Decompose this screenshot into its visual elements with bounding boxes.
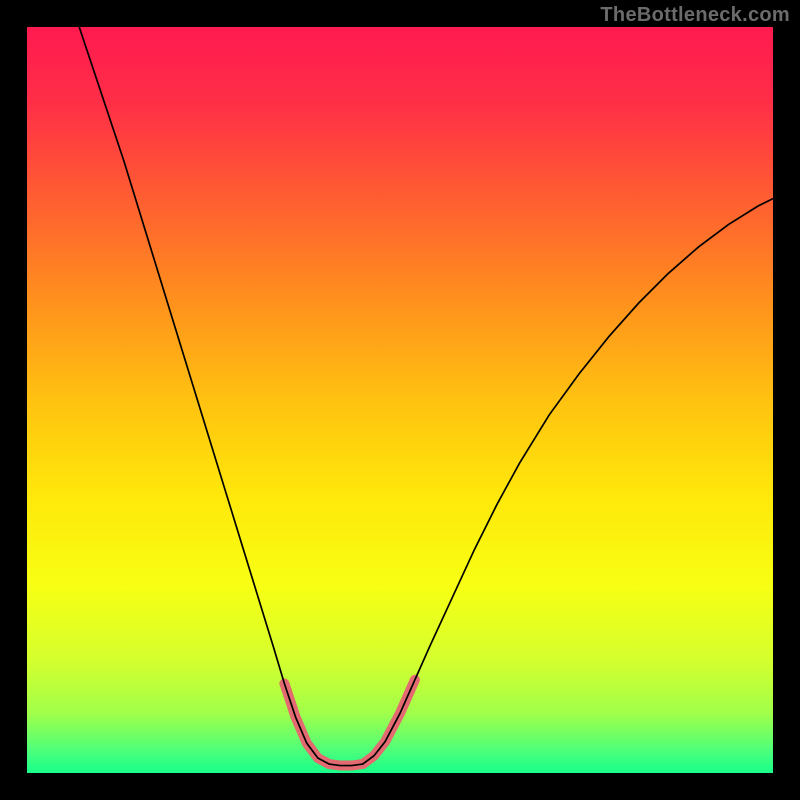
chart-svg	[0, 0, 800, 800]
chart-container: TheBottleneck.com	[0, 0, 800, 800]
watermark-text: TheBottleneck.com	[600, 4, 790, 27]
plot-area	[27, 27, 773, 773]
